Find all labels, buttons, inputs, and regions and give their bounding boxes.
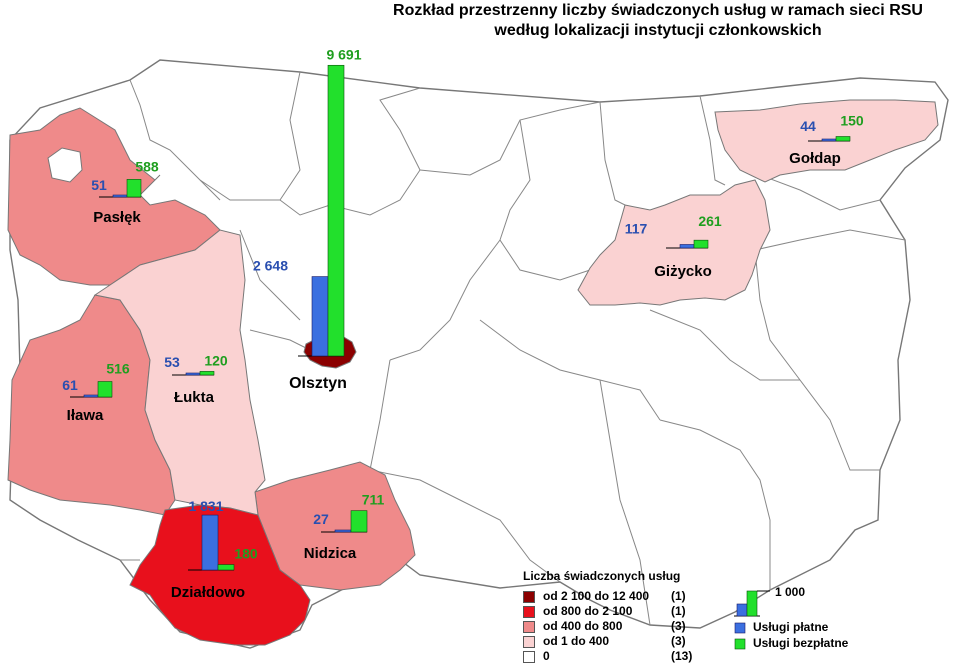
- legend-class-count: (1): [671, 589, 686, 603]
- region-name-label: Pasłęk: [93, 209, 141, 226]
- free-bar: [693, 239, 709, 249]
- bar-label-layer: 2 648 9 691 Olsztyn 1 831 180 Działdowo 27 711 N…: [62, 46, 864, 601]
- paid-bar: [679, 244, 695, 249]
- paid-bar: [112, 194, 128, 198]
- free-value-label: 516: [106, 361, 130, 377]
- legend-swatch: [523, 651, 535, 663]
- legend-class-count: (3): [671, 634, 686, 648]
- legend-swatch: [523, 591, 535, 603]
- legend-scale-paid-bar: [736, 603, 748, 617]
- region-name-label: Olsztyn: [289, 375, 347, 392]
- legend-free-swatch: [734, 638, 746, 650]
- paid-value-label: 2 648: [253, 258, 288, 274]
- legend-class-label: od 800 do 2 100: [543, 604, 633, 618]
- free-bar: [327, 64, 345, 357]
- paid-bar: [334, 529, 352, 533]
- paid-value-label: 51: [91, 177, 107, 193]
- legend-scale-label: 1 000: [775, 585, 806, 599]
- free-bar: [835, 136, 851, 142]
- legend-swatch: [523, 621, 535, 633]
- free-value-label: 261: [698, 213, 722, 229]
- region-name-label: Giżycko: [654, 263, 712, 280]
- legend-paid-label: Usługi płatne: [753, 620, 829, 634]
- legend-class-count: (1): [671, 604, 686, 618]
- free-bar: [350, 510, 368, 533]
- bar-layer: [70, 64, 851, 571]
- free-bar: [126, 179, 142, 198]
- legend-free-label: Usługi bezpłatne: [753, 636, 849, 650]
- county-borders: [120, 71, 906, 626]
- free-value-label: 150: [840, 113, 864, 129]
- free-value-label: 588: [135, 158, 159, 174]
- paid-value-label: 27: [313, 511, 329, 527]
- legend-swatch: [523, 636, 535, 648]
- free-value-label: 180: [234, 546, 258, 562]
- map-title-line1: Rozkład przestrzenny liczby świadczonych…: [393, 2, 923, 19]
- legend-scale-free-bar: [746, 590, 758, 617]
- legend-class-label: od 1 do 400: [543, 634, 610, 648]
- legend-title: Liczba świadczonych usług: [523, 569, 681, 583]
- legend-class-count: (3): [671, 619, 686, 633]
- legend-class-label: od 400 do 800: [543, 619, 623, 633]
- legend-paid-swatch: [734, 622, 746, 634]
- region-name-label: Nidzica: [304, 545, 357, 562]
- region-lukta[interactable]: [93, 229, 266, 516]
- paid-bar: [311, 276, 329, 357]
- paid-value-label: 117: [625, 220, 648, 236]
- paid-bar: [185, 372, 201, 376]
- paid-bar: [201, 514, 219, 571]
- paid-value-label: 53: [164, 354, 180, 370]
- legend-class-label: 0: [543, 649, 550, 663]
- region-name-label: Gołdap: [789, 150, 841, 167]
- legend-class-label: od 2 100 do 12 400: [543, 589, 650, 603]
- free-value-label: 120: [204, 352, 228, 368]
- region-name-label: Iława: [67, 407, 104, 424]
- free-bar: [199, 371, 215, 376]
- region-name-label: Łukta: [174, 389, 215, 406]
- paid-value-label: 44: [800, 118, 816, 134]
- free-bar: [97, 381, 113, 398]
- paid-value-label: 61: [62, 377, 78, 393]
- map-title: Rozkład przestrzenny liczby świadczonych…: [358, 1, 958, 41]
- lake-paslek: [47, 147, 83, 183]
- region-name-label: Działdowo: [171, 584, 245, 601]
- region-gizycko[interactable]: [577, 179, 771, 306]
- paid-value-label: 1 831: [188, 498, 223, 514]
- free-value-label: 9 691: [326, 46, 361, 62]
- map-title-line2: według lokalizacji instytucji członkowsk…: [494, 22, 822, 39]
- paid-bar: [821, 138, 837, 142]
- legend-swatch: [523, 606, 535, 618]
- free-value-label: 711: [362, 492, 385, 508]
- free-bar: [217, 564, 235, 571]
- region-dzialdowo[interactable]: [129, 504, 311, 646]
- paid-bar: [83, 394, 99, 398]
- legend-class-count: (13): [671, 649, 693, 663]
